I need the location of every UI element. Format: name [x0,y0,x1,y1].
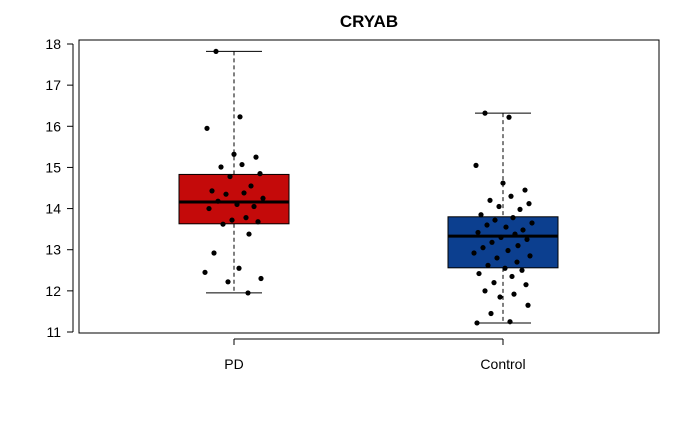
data-point [239,161,245,168]
y-axis: 11 12 13 14 15 16 17 18 [45,36,74,340]
y-tick-label: 18 [45,36,61,52]
boxes [178,48,559,326]
data-point [478,212,484,218]
data-point [253,154,259,160]
data-point [215,198,221,204]
data-point [471,250,477,256]
data-point [223,191,229,197]
data-point [497,294,503,300]
data-point [231,151,237,157]
data-point [255,219,261,225]
y-tick-label: 14 [45,201,61,217]
y-tick-label: 15 [45,159,61,175]
data-point [523,282,529,288]
data-point [488,310,494,317]
data-point [511,291,517,297]
data-point [218,164,224,170]
y-tick-label: 17 [45,77,61,93]
data-point [475,229,481,236]
data-point [202,269,208,275]
data-point [206,205,212,212]
data-point [227,173,233,180]
data-point [248,183,254,189]
y-tick-label: 11 [46,324,61,340]
data-point [246,231,252,237]
y-tick-label: 13 [45,242,61,258]
data-point [243,215,249,221]
data-point [482,288,488,294]
data-point [245,290,251,296]
data-point [515,243,521,249]
data-point [524,236,530,243]
x-tick-label: PD [224,356,243,372]
data-point [510,215,516,221]
data-point [491,280,497,286]
data-point [529,220,535,226]
data-point [519,267,525,273]
data-point [508,193,514,199]
data-point [251,203,257,210]
data-point [520,227,526,233]
y-tick-label: 12 [45,283,61,299]
data-point [260,195,266,201]
plot-frame [78,39,660,334]
data-point [487,197,493,203]
data-point [237,114,243,120]
data-point [480,245,486,251]
data-point [229,217,235,223]
data-point [494,255,500,261]
data-point [220,221,226,227]
data-point [512,231,518,237]
data-point [473,162,479,168]
data-point [517,206,523,212]
data-point [500,180,506,186]
data-point [514,259,520,265]
data-point [505,247,511,254]
data-point [209,188,215,194]
data-point [236,265,242,271]
data-point [257,171,263,177]
x-tick-label: Control [480,356,525,372]
data-point [507,319,513,325]
data-point [522,187,528,193]
box-pd [178,173,290,225]
data-point [498,234,504,240]
box-control [447,216,559,269]
data-point [204,125,210,131]
chart-title: CRYAB [340,12,398,31]
data-point [527,253,533,259]
data-point [474,320,480,326]
data-point [225,279,231,285]
data-point [485,262,491,268]
data-point [496,203,502,210]
data-point [502,265,508,271]
data-point [489,239,495,245]
data-point [525,302,531,308]
data-point [526,201,532,207]
data-point [234,201,240,208]
data-point [482,110,488,116]
data-point [509,273,515,280]
y-tick-label: 16 [45,118,61,134]
data-point [484,222,490,228]
data-point [492,217,498,223]
x-axis: PD Control [224,338,526,372]
data-point [258,275,264,282]
data-point [476,270,482,277]
data-point [211,250,217,256]
data-point [503,224,509,230]
data-point [241,190,247,196]
data-point [506,114,512,120]
data-point [213,48,219,55]
